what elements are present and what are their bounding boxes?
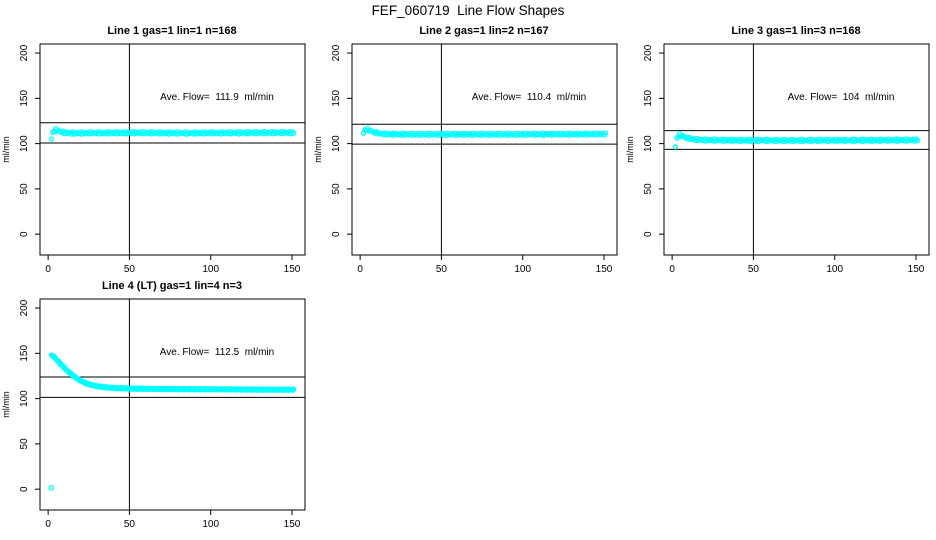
- y-axis-label: ml/min: [313, 136, 323, 163]
- line-4-plot: 0 50 100 150 0 50 100 150 200 ml/min: [1, 298, 306, 530]
- figure-main-title: FEF_060719 Line Flow Shapes: [371, 3, 565, 18]
- y-tick-label: 200: [643, 44, 654, 61]
- x-tick-label: 0: [45, 264, 51, 275]
- ave-flow-annotation: Ave. Flow= 111.9 ml/min: [160, 92, 274, 103]
- data-point: [914, 137, 921, 144]
- data-points: [672, 130, 921, 150]
- x-tick-label: 150: [596, 264, 613, 275]
- subplot-title: Line 4 (LT) gas=1 lin=4 n=3: [101, 280, 243, 292]
- x-tick-label: 50: [124, 519, 136, 530]
- line-2-plot: 0 50 100 150 0 50 100 150 200 ml/min: [313, 43, 618, 275]
- y-tick-label: 150: [19, 345, 30, 362]
- x-tick-label: 150: [284, 264, 301, 275]
- y-tick-label: 150: [643, 90, 654, 107]
- y-tick-label: 0: [19, 486, 30, 492]
- x-tick-label: 150: [908, 264, 925, 275]
- y-tick-label: 150: [19, 90, 30, 107]
- line-3-plot: 0 50 100 150 0 50 100 150 200 ml/min: [625, 43, 930, 275]
- plot-box: [39, 298, 306, 511]
- x-tick-label: 100: [514, 264, 531, 275]
- y-tick-label: 100: [19, 390, 30, 407]
- plot-box: [351, 43, 618, 256]
- y-tick-label: 100: [643, 135, 654, 152]
- y-axis-label: ml/min: [1, 136, 11, 163]
- data-point: [602, 130, 609, 136]
- subplot-line-3: 0 50 100 150 0 50 100 150 200 ml/min Line 3 gas=1…: [624, 20, 936, 275]
- y-tick-label: 150: [331, 90, 342, 107]
- x-tick-label: 50: [124, 264, 136, 275]
- subplot-title: Line 1 gas=1 lin=1 n=168: [107, 25, 237, 37]
- ave-flow-annotation: Ave. Flow= 104 ml/min: [787, 92, 895, 103]
- y-tick-label: 50: [19, 438, 30, 450]
- empty-subplot-slot: [312, 275, 624, 530]
- y-tick-label: 50: [643, 183, 654, 195]
- y-tick-label: 100: [19, 135, 30, 152]
- data-point: [290, 386, 297, 392]
- plot-box: [663, 43, 930, 256]
- y-axis-label: ml/min: [625, 136, 635, 163]
- y-tick-label: 200: [331, 44, 342, 61]
- ave-flow-annotation: Ave. Flow= 110.4 ml/min: [471, 92, 587, 103]
- subplot-line-1: 0 50 100 150 0 50 100 150 200 ml/min Line 1 gas=1…: [0, 20, 312, 275]
- data-point: [48, 136, 55, 142]
- y-tick-label: 50: [19, 183, 30, 195]
- outlier-point: [48, 484, 55, 491]
- axes: [659, 43, 930, 260]
- axes: [35, 43, 306, 260]
- y-tick-label: 200: [19, 44, 30, 61]
- y-tick-label: 50: [331, 183, 342, 195]
- x-tick-label: 100: [826, 264, 843, 275]
- x-tick-label: 100: [202, 264, 219, 275]
- y-tick-label: 0: [643, 231, 654, 237]
- empty-subplot-slot: [624, 275, 936, 530]
- subplot-title: Line 2 gas=1 lin=2 n=167: [419, 25, 549, 37]
- axes: [35, 298, 306, 515]
- plot-box: [39, 43, 306, 256]
- line-1-plot: 0 50 100 150 0 50 100 150 200 ml/min: [1, 43, 306, 275]
- y-tick-label: 100: [331, 135, 342, 152]
- y-tick-label: 200: [19, 299, 30, 316]
- ave-flow-annotation: Ave. Flow= 112.5 ml/min: [159, 347, 275, 358]
- y-axis-label: ml/min: [1, 391, 11, 418]
- subplot-title: Line 3 gas=1 lin=3 n=168: [731, 25, 861, 37]
- data-points: [48, 126, 297, 142]
- axes: [347, 43, 618, 260]
- subplot-line-2: 0 50 100 150 0 50 100 150 200 ml/min Line 2 gas=1…: [312, 20, 624, 275]
- x-tick-label: 100: [202, 519, 219, 530]
- data-points: [360, 125, 609, 139]
- subplot-line-4: 0 50 100 150 0 50 100 150 200 ml/min Line 4 (LT) …: [0, 275, 312, 530]
- y-tick-label: 0: [331, 231, 342, 237]
- data-point: [672, 144, 679, 150]
- x-tick-label: 50: [436, 264, 448, 275]
- x-tick-label: 150: [284, 519, 301, 530]
- y-tick-label: 0: [19, 231, 30, 237]
- x-tick-label: 50: [748, 264, 760, 275]
- x-tick-label: 0: [357, 264, 363, 275]
- data-points: [48, 352, 297, 491]
- x-tick-label: 0: [45, 519, 51, 530]
- data-point: [290, 130, 297, 136]
- x-tick-label: 0: [669, 264, 675, 275]
